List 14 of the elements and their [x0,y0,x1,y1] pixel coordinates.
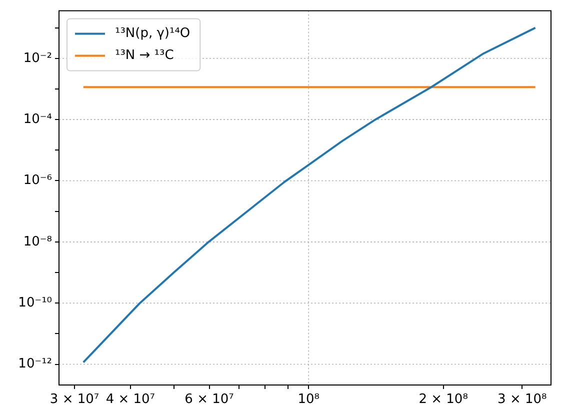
y-tick-label: 10⁻⁸ [23,234,52,250]
x-tick-label: 2 × 10⁸ [418,392,468,408]
y-tick-label: 10⁻⁶ [23,173,52,188]
x-tick-label: 6 × 10⁷ [184,392,234,408]
x-tick-label: 3 × 10⁷ [50,392,100,408]
legend-label: ¹³N → ¹³C [115,48,174,64]
y-tick-label: 10⁻² [23,50,52,66]
x-tick-label: 3 × 10⁸ [498,392,547,408]
x-tick-label: 4 × 10⁷ [106,392,156,408]
y-tick-label: 10⁻¹⁰ [18,295,52,310]
y-tick-label: 10⁻¹² [18,356,52,372]
x-tick-label: 10⁸ [298,392,320,408]
legend-label: ¹³N(p, γ)¹⁴O [115,26,190,42]
y-tick-label: 10⁻⁴ [23,112,52,127]
